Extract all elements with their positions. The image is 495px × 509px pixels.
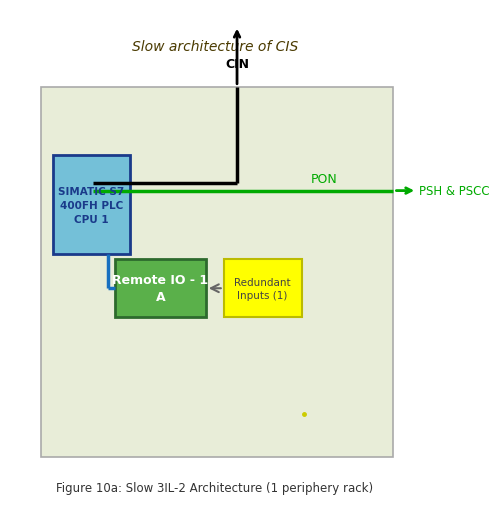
Text: Remote IO - 1
A: Remote IO - 1 A bbox=[112, 274, 208, 304]
Text: CIN: CIN bbox=[225, 58, 249, 71]
FancyBboxPatch shape bbox=[52, 156, 130, 254]
Text: Slow architecture of CIS: Slow architecture of CIS bbox=[132, 40, 298, 54]
Text: SIMATIC S7
400FH PLC
CPU 1: SIMATIC S7 400FH PLC CPU 1 bbox=[58, 186, 125, 224]
FancyBboxPatch shape bbox=[224, 260, 301, 318]
Bar bbox=[42, 88, 393, 457]
Text: Figure 10a: Slow 3IL-2 Architecture (1 periphery rack): Figure 10a: Slow 3IL-2 Architecture (1 p… bbox=[56, 481, 373, 494]
FancyBboxPatch shape bbox=[115, 260, 206, 318]
Text: Redundant
Inputs (1): Redundant Inputs (1) bbox=[234, 277, 291, 300]
Text: PSH & PSCC: PSH & PSCC bbox=[419, 185, 490, 197]
Text: PON: PON bbox=[310, 172, 337, 185]
